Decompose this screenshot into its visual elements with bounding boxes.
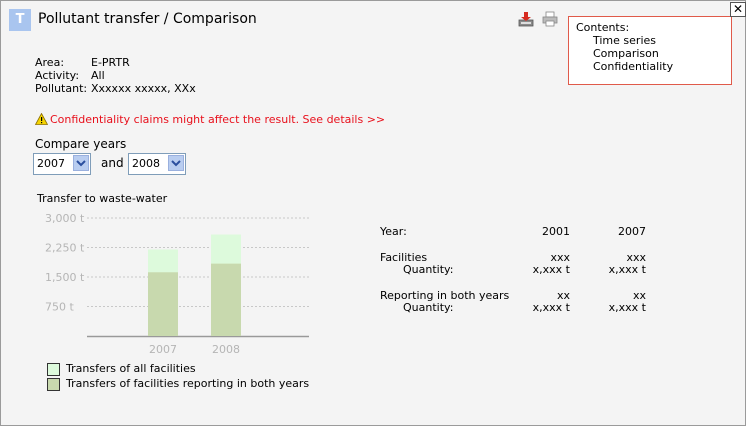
y-tick-label: 2,250 t xyxy=(45,242,85,255)
quantity-a: x,xxx t xyxy=(532,263,570,276)
confidentiality-warning-link[interactable]: Confidentiality claims might affect the … xyxy=(35,113,385,126)
year-label: Year: xyxy=(380,225,407,238)
chevron-down-icon[interactable] xyxy=(73,155,89,171)
x-tick-label: 2008 xyxy=(212,343,240,356)
quantity-b: x,xxx t xyxy=(608,263,646,276)
both-years-label: Reporting in both years xyxy=(380,289,510,302)
contents-heading: Contents: xyxy=(576,21,630,34)
y-tick-label: 1,500 t xyxy=(45,271,85,284)
legend-label-all: Transfers of all facilities xyxy=(66,362,196,375)
chart-title: Transfer to waste-water xyxy=(37,192,168,205)
y-tick-label: 750 t xyxy=(45,301,74,314)
quantity-label: Quantity: xyxy=(403,263,454,276)
both-years-a: xx xyxy=(556,289,570,302)
area-value: E-PRTR xyxy=(91,56,130,69)
year-a-value: 2007 xyxy=(37,157,65,170)
close-button[interactable]: ✕ xyxy=(730,2,746,17)
warning-icon xyxy=(35,113,48,125)
topic-badge: T xyxy=(9,9,31,31)
facilities-a: xxx xyxy=(550,251,570,264)
x-tick-label: 2007 xyxy=(149,343,177,356)
year-a-select[interactable]: 2007 xyxy=(33,153,91,175)
and-label: and xyxy=(101,156,124,170)
area-label: Area: xyxy=(35,56,65,69)
year-b-header: 2007 xyxy=(618,225,646,238)
pollutant-label: Pollutant: xyxy=(35,82,88,95)
activity-value: All xyxy=(91,69,105,82)
legend-swatch-both xyxy=(47,378,60,391)
contents-link-time-series[interactable]: Time series xyxy=(593,34,656,47)
bar-both-years-2007 xyxy=(148,272,178,336)
page-title: Pollutant transfer / Comparison xyxy=(38,11,257,27)
compare-years-label: Compare years xyxy=(35,137,127,151)
chevron-down-icon[interactable] xyxy=(168,155,184,171)
print-icon[interactable] xyxy=(542,11,558,27)
bar-both-years-2008 xyxy=(211,263,241,336)
transfer-chart: 3,000 t 2,250 t 1,500 t 750 t 2007 2008 xyxy=(45,212,309,356)
y-tick-label: 3,000 t xyxy=(45,212,85,225)
quantity-both-a: x,xxx t xyxy=(532,301,570,314)
quantity-both-b: x,xxx t xyxy=(608,301,646,314)
year-b-value: 2008 xyxy=(132,157,160,170)
warning-text: Confidentiality claims might affect the … xyxy=(50,113,386,126)
year-a-header: 2001 xyxy=(542,225,570,238)
both-years-b: xx xyxy=(632,289,646,302)
legend-label-both: Transfers of facilities reporting in bot… xyxy=(66,377,310,390)
legend-swatch-all xyxy=(47,363,60,376)
contents-link-comparison[interactable]: Comparison xyxy=(593,47,659,60)
contents-box: Contents: Time series Comparison Confide… xyxy=(568,16,732,85)
contents-link-confidentiality[interactable]: Confidentiality xyxy=(593,60,674,73)
pollutant-value: Xxxxxx xxxxx, XXx xyxy=(91,82,196,95)
activity-label: Activity: xyxy=(35,69,80,82)
year-b-select[interactable]: 2008 xyxy=(128,153,186,175)
quantity-both-label: Quantity: xyxy=(403,301,454,314)
facilities-label: Facilities xyxy=(380,251,428,264)
facilities-b: xxx xyxy=(626,251,646,264)
download-icon[interactable] xyxy=(518,11,534,27)
